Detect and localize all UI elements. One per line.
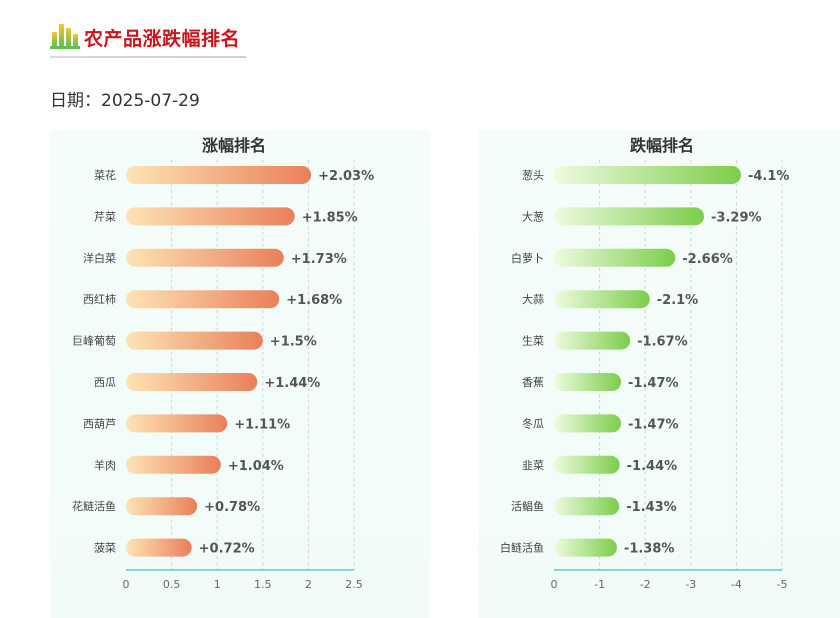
bar <box>554 455 620 474</box>
category-label: 白鲢活鱼 <box>500 541 544 555</box>
x-tick-label: 1 <box>214 578 221 591</box>
chart-title: 涨幅排名 <box>202 136 266 155</box>
bar <box>554 373 622 391</box>
category-label: 香蕉 <box>522 376 544 389</box>
bar <box>126 248 284 267</box>
fall-chart-svg: 跌幅排名 0 -1 -2 -3 -4 -5 葱头 -4.1% 大葱 -3.29% 白萝卜 -2.66% 大… <box>500 136 789 591</box>
category-label: 葱头 <box>522 169 544 182</box>
category-label: 西红柿 <box>83 292 116 306</box>
value-label: +2.03% <box>318 169 374 184</box>
bar <box>126 538 192 557</box>
category-label: 西葫芦 <box>83 417 116 430</box>
title-underline <box>50 56 246 58</box>
bar <box>554 166 741 184</box>
category-label: 菠菜 <box>94 542 116 555</box>
fall-ranking-chart: 跌幅排名 0 -1 -2 -3 -4 -5 葱头 -4.1% 大葱 -3.29% 白萝卜 -2.66% 大… <box>478 130 840 618</box>
bar <box>126 166 312 184</box>
value-label: +1.85% <box>302 210 358 225</box>
page-header: 农产品涨跌幅排名 <box>50 20 246 60</box>
chart-title: 跌幅排名 <box>630 136 694 155</box>
category-label: 西瓜 <box>94 376 116 389</box>
category-label: 洋白菜 <box>83 251 116 265</box>
category-label: 芹菜 <box>94 210 116 223</box>
category-label: 菜花 <box>94 169 116 182</box>
value-label: +1.44% <box>264 376 320 391</box>
bar <box>126 373 258 391</box>
category-label: 韭菜 <box>522 459 544 472</box>
category-label: 羊肉 <box>94 458 116 472</box>
bar <box>554 538 617 557</box>
value-label: +0.72% <box>199 542 255 557</box>
bar <box>554 414 622 433</box>
x-tick-label: -2 <box>640 578 651 591</box>
category-label: 大蒜 <box>522 292 544 306</box>
category-label: 冬瓜 <box>522 416 544 430</box>
value-label: +1.11% <box>234 417 290 432</box>
bar <box>126 207 295 226</box>
x-tick-label: -3 <box>685 578 696 591</box>
category-label: 生菜 <box>522 334 544 348</box>
value-label: -1.47% <box>628 376 679 391</box>
category-label: 活鲳鱼 <box>511 499 544 513</box>
value-label: +1.5% <box>270 335 317 350</box>
bar <box>126 455 221 474</box>
category-label: 巨峰葡萄 <box>72 335 116 348</box>
category-label: 花鲢活鱼 <box>72 499 116 513</box>
bar <box>554 290 650 309</box>
rise-chart-svg: 涨幅排名 0 0.5 1 1.5 2 2.5 菜花 +2.03% 芹菜 +1.85% 洋白菜 +1.73… <box>72 136 374 591</box>
value-label: -2.1% <box>657 293 698 308</box>
x-tick-label: 2.5 <box>345 578 363 591</box>
value-label: -1.47% <box>628 417 679 432</box>
x-tick-label: -4 <box>731 578 742 591</box>
rise-ranking-chart: 涨幅排名 0 0.5 1 1.5 2 2.5 菜花 +2.03% 芹菜 +1.85% 洋白菜 +1.73… <box>50 130 430 618</box>
bar <box>554 207 705 226</box>
value-label: +0.78% <box>204 500 260 515</box>
x-tick-label: 1.5 <box>254 578 271 591</box>
category-label: 大葱 <box>522 209 544 223</box>
x-tick-label: -1 <box>594 578 605 591</box>
bar <box>126 497 198 516</box>
x-tick-label: -5 <box>777 578 788 591</box>
x-tick-label: 0 <box>551 578 558 591</box>
bar <box>126 331 263 350</box>
x-tick-label: 0 <box>123 578 130 591</box>
category-label: 白萝卜 <box>511 251 544 265</box>
value-label: -2.66% <box>682 252 733 267</box>
page-title: 农产品涨跌幅排名 <box>84 28 241 50</box>
bar <box>126 414 228 433</box>
x-tick-label: 2 <box>305 578 312 591</box>
value-label: +1.73% <box>291 252 347 267</box>
bar <box>554 497 620 516</box>
date-label: 日期：2025-07-29 <box>50 91 200 111</box>
bar <box>554 331 631 350</box>
value-label: -1.67% <box>637 335 688 350</box>
value-label: +1.68% <box>286 293 342 308</box>
bar <box>126 290 280 309</box>
value-label: -1.38% <box>624 542 675 557</box>
value-label: -1.44% <box>627 459 678 474</box>
value-label: -3.29% <box>711 210 762 225</box>
value-label: -4.1% <box>748 169 789 184</box>
value-label: +1.04% <box>228 459 284 474</box>
value-label: -1.43% <box>626 500 677 515</box>
bar-chart-icon <box>50 24 80 49</box>
bar <box>554 248 676 267</box>
x-tick-label: 0.5 <box>163 578 181 591</box>
